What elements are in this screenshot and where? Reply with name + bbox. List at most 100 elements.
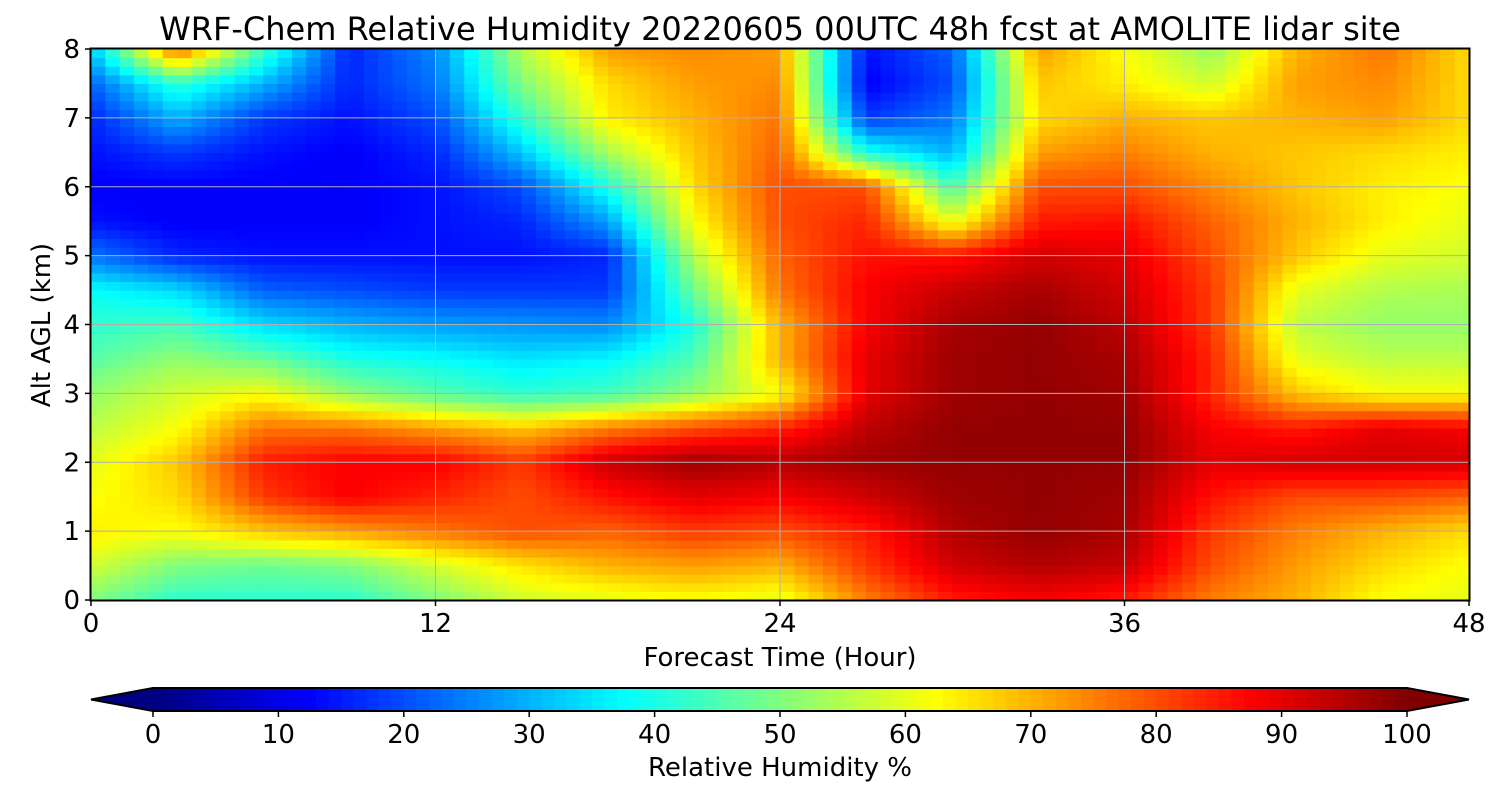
heatmap-cell bbox=[1425, 229, 1441, 240]
heatmap-cell bbox=[780, 255, 795, 265]
heatmap-cell bbox=[995, 393, 1011, 403]
heatmap-cell bbox=[636, 195, 652, 205]
heatmap-cell bbox=[1052, 350, 1068, 360]
heatmap-cell bbox=[335, 384, 350, 394]
heatmap-cell bbox=[837, 272, 853, 283]
heatmap-cell bbox=[1354, 453, 1370, 463]
heatmap-cell bbox=[177, 272, 193, 283]
heatmap-cell bbox=[234, 238, 250, 248]
heatmap-cell bbox=[1368, 479, 1384, 489]
heatmap-cell bbox=[478, 264, 494, 274]
heatmap-cell bbox=[291, 436, 307, 446]
heatmap-cell bbox=[148, 229, 164, 240]
heatmap-cell bbox=[564, 410, 580, 420]
heatmap-cell bbox=[378, 470, 394, 481]
heatmap-cell bbox=[866, 376, 882, 386]
heatmap-cell bbox=[1268, 384, 1283, 394]
heatmap-cell bbox=[105, 333, 121, 343]
heatmap-cell bbox=[995, 488, 1011, 498]
heatmap-cell bbox=[808, 531, 824, 541]
heatmap-cell bbox=[105, 307, 121, 317]
heatmap-cell bbox=[765, 522, 781, 532]
heatmap-cell bbox=[263, 290, 279, 300]
heatmap-cell bbox=[248, 160, 264, 171]
heatmap-cell bbox=[234, 229, 250, 240]
heatmap-cell bbox=[1325, 376, 1341, 386]
heatmap-cell bbox=[148, 281, 164, 291]
heatmap-cell bbox=[923, 539, 939, 549]
heatmap-cell bbox=[736, 358, 752, 369]
heatmap-cell bbox=[894, 556, 910, 567]
heatmap-cell bbox=[1224, 488, 1240, 498]
heatmap-cell bbox=[421, 427, 437, 438]
heatmap-cell bbox=[320, 574, 336, 584]
heatmap-cell bbox=[1354, 307, 1370, 317]
heatmap-cell bbox=[794, 591, 810, 601]
heatmap-cell bbox=[1153, 238, 1169, 248]
heatmap-cell bbox=[349, 152, 365, 162]
heatmap-cell bbox=[1454, 367, 1470, 377]
heatmap-cell bbox=[1138, 358, 1154, 369]
heatmap-cell bbox=[91, 591, 106, 601]
heatmap-cell bbox=[952, 350, 968, 360]
heatmap-cell bbox=[148, 143, 164, 153]
heatmap-cell bbox=[722, 565, 738, 575]
heatmap-cell bbox=[1368, 419, 1384, 429]
heatmap-cell bbox=[1239, 488, 1255, 498]
heatmap-cell bbox=[693, 247, 709, 257]
heatmap-cell bbox=[851, 488, 867, 498]
heatmap-cell bbox=[220, 410, 236, 420]
heatmap-cell bbox=[119, 307, 135, 317]
heatmap-cell bbox=[1454, 358, 1470, 369]
heatmap-cell bbox=[837, 212, 853, 222]
heatmap-cell bbox=[736, 556, 752, 567]
heatmap-cell bbox=[234, 333, 250, 343]
heatmap-cell bbox=[277, 401, 293, 412]
heatmap-cell bbox=[1325, 531, 1341, 541]
heatmap-cell bbox=[693, 453, 709, 463]
heatmap-cell bbox=[980, 255, 996, 265]
heatmap-cell bbox=[650, 160, 666, 171]
heatmap-cell bbox=[1167, 367, 1183, 377]
heatmap-cell bbox=[191, 522, 207, 532]
heatmap-cell bbox=[1067, 531, 1083, 541]
heatmap-cell bbox=[1425, 272, 1441, 283]
heatmap-cell bbox=[363, 186, 379, 196]
heatmap-cell bbox=[736, 496, 752, 506]
heatmap-cell bbox=[1138, 419, 1154, 429]
heatmap-cell bbox=[736, 255, 752, 265]
heatmap-cell bbox=[277, 591, 293, 601]
heatmap-cell bbox=[1196, 591, 1212, 601]
heatmap-cell bbox=[492, 324, 508, 334]
heatmap-cell bbox=[794, 324, 810, 334]
heatmap-cell bbox=[995, 169, 1011, 179]
heatmap-cell bbox=[1124, 238, 1140, 248]
heatmap-cell bbox=[1024, 496, 1039, 506]
heatmap-cell bbox=[894, 531, 910, 541]
heatmap-cell bbox=[851, 221, 867, 231]
heatmap-cell bbox=[923, 470, 939, 481]
heatmap-cell bbox=[191, 436, 207, 446]
heatmap-cell bbox=[966, 410, 982, 420]
heatmap-cell bbox=[579, 591, 594, 601]
heatmap-cell bbox=[837, 462, 853, 472]
heatmap-cell bbox=[1440, 556, 1456, 567]
heatmap-cell bbox=[378, 513, 394, 524]
heatmap-cell bbox=[248, 574, 264, 584]
heatmap-cell bbox=[1138, 479, 1154, 489]
heatmap-cell bbox=[550, 453, 566, 463]
heatmap-cell bbox=[234, 221, 250, 231]
heatmap-cell bbox=[636, 255, 652, 265]
heatmap-cell bbox=[866, 591, 882, 601]
heatmap-cell bbox=[607, 315, 623, 326]
heatmap-cell bbox=[952, 410, 968, 420]
heatmap-cell bbox=[1411, 376, 1427, 386]
heatmap-cell bbox=[1095, 238, 1111, 248]
heatmap-cell bbox=[679, 290, 695, 300]
heatmap-cell bbox=[291, 582, 307, 592]
heatmap-cell bbox=[306, 513, 322, 524]
heatmap-cell bbox=[736, 298, 752, 308]
heatmap-cell bbox=[320, 376, 336, 386]
heatmap-cell bbox=[162, 178, 178, 188]
heatmap-cell bbox=[851, 195, 867, 205]
